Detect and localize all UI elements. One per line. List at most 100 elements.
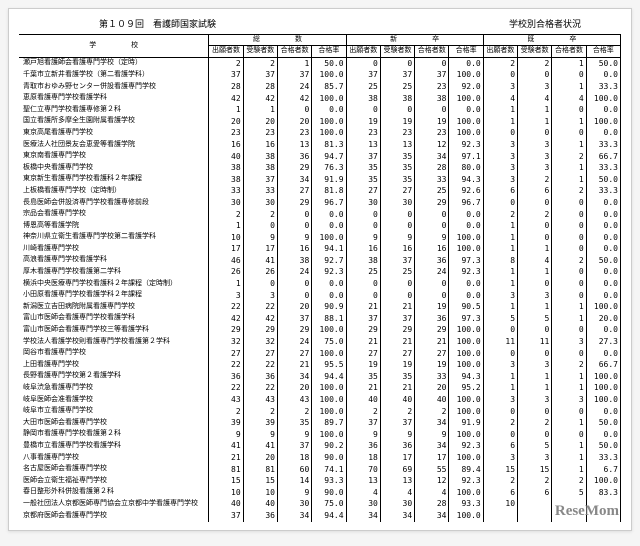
- cell: 3: [483, 394, 517, 406]
- cell: 0.0: [449, 220, 483, 232]
- table-row: 長野看護専門学校第２看護学科36363494.435353394.3111100…: [19, 371, 621, 383]
- cell: 10: [243, 487, 277, 499]
- cell: 29: [415, 197, 449, 209]
- cell: 100.0: [312, 429, 346, 441]
- school-name: 岐阜渋急看護専門学校: [19, 382, 209, 394]
- table-row: 新潟医立吉田病院附属看護専門学校22222090.921211990.51111…: [19, 301, 621, 313]
- cell: 33: [415, 174, 449, 186]
- cell: 29: [209, 324, 243, 336]
- cell: 0: [277, 104, 311, 116]
- cell: 0.0: [586, 429, 620, 441]
- cell: 100.0: [449, 359, 483, 371]
- cell: 1: [209, 104, 243, 116]
- col-school: 学 校: [19, 35, 209, 58]
- cell: 0: [380, 278, 414, 290]
- cell: 20: [277, 382, 311, 394]
- school-name: 春日整形外科併設看護第２科: [19, 487, 209, 499]
- cell: 37: [380, 313, 414, 325]
- table-row: 長島医師会併設済専門学校看護専修前段30302996.730302996.700…: [19, 197, 621, 209]
- cell: 3: [518, 394, 552, 406]
- cell: 37: [277, 69, 311, 81]
- school-name: 八事看護専門学校: [19, 452, 209, 464]
- header-left: 第１０９回 看護師国家試験: [99, 17, 216, 30]
- cell: 9: [277, 429, 311, 441]
- cell: 22: [243, 359, 277, 371]
- table-row: 東京新生看護専門学校看護科２年課程38373491.935353394.3321…: [19, 174, 621, 186]
- cell: 100.0: [449, 510, 483, 522]
- cell: 4: [483, 93, 517, 105]
- cell: 97.1: [449, 151, 483, 163]
- cell: 0: [415, 290, 449, 302]
- cell: 4: [518, 93, 552, 105]
- table-row: 京都府医師会看護専門学校37363494.4343434100.0: [19, 510, 621, 522]
- cell: 9: [346, 232, 380, 244]
- cell: 0.0: [586, 278, 620, 290]
- school-name: 岐阜医師会准看護学校: [19, 394, 209, 406]
- cell: 95.2: [449, 382, 483, 394]
- school-name: 神奈川県立衛生看護専門学校第二看護学科: [19, 232, 209, 244]
- cell: 0: [277, 278, 311, 290]
- table-row: 学校法人看護学校則看護専門学校看護第２学科32322475.0212121100…: [19, 336, 621, 348]
- cell: 40: [346, 394, 380, 406]
- cell: 1: [552, 139, 586, 151]
- cell: 100.0: [586, 382, 620, 394]
- cell: 35: [380, 174, 414, 186]
- page: 第１０９回 看護師国家試験 学校別合格者状況 学 校 総 数 新 卒 既 卒 出…: [8, 8, 632, 531]
- table-row: 春日整形外科併設看護第２科1010990.0444100.066583.3: [19, 487, 621, 499]
- cell: 29: [277, 162, 311, 174]
- cell: 2: [209, 209, 243, 221]
- table-row: 上田看護専門学校22222195.5191919100.033266.7: [19, 359, 621, 371]
- cell: 22: [243, 382, 277, 394]
- school-name: 千葉市立新井看護学校（第二看護学科）: [19, 69, 209, 81]
- table-row: 小田原看護専門学校看護学科２年課程3300.00000.03300.0: [19, 290, 621, 302]
- cell: 33.3: [586, 139, 620, 151]
- cell: 37: [209, 510, 243, 522]
- cell: 35: [277, 417, 311, 429]
- cell: 6: [483, 440, 517, 452]
- cell: 100.0: [312, 116, 346, 128]
- cell: 12: [415, 139, 449, 151]
- cell: 92.3: [449, 266, 483, 278]
- cell: 1: [483, 220, 517, 232]
- cell: 0: [518, 127, 552, 139]
- cell: 0: [552, 220, 586, 232]
- cell: 0.0: [586, 348, 620, 360]
- cell: 3: [518, 162, 552, 174]
- cell: 1: [552, 313, 586, 325]
- cell: 19: [380, 359, 414, 371]
- cell: 22: [209, 382, 243, 394]
- cell: 28: [415, 162, 449, 174]
- cell: 20: [277, 301, 311, 313]
- cell: 100.0: [312, 394, 346, 406]
- sub-col: 出願者数: [209, 46, 243, 57]
- cell: 37: [380, 417, 414, 429]
- cell: 20.0: [586, 313, 620, 325]
- cell: 25: [346, 81, 380, 93]
- cell: 92.7: [312, 255, 346, 267]
- cell: 20: [243, 452, 277, 464]
- cell: 89.7: [312, 417, 346, 429]
- cell: 0: [518, 220, 552, 232]
- school-name: 国立看護所多摩全生園附属看護学校: [19, 116, 209, 128]
- table-row: 川崎看護専門学校17171694.1161616100.01100.0: [19, 243, 621, 255]
- cell: 100.0: [449, 406, 483, 418]
- cell: 9: [243, 429, 277, 441]
- cell: 10: [209, 487, 243, 499]
- cell: 16: [209, 139, 243, 151]
- sub-col: 合格者数: [277, 46, 311, 57]
- cell: 38: [415, 93, 449, 105]
- cell: 29: [277, 324, 311, 336]
- cell: 76.3: [312, 162, 346, 174]
- cell: 0: [518, 406, 552, 418]
- cell: 75.0: [312, 498, 346, 510]
- school-name: 豊橋市立看護専門学校看護学科: [19, 440, 209, 452]
- cell: 2: [552, 255, 586, 267]
- cell: 6: [483, 487, 517, 499]
- cell: 39: [209, 417, 243, 429]
- cell: 29: [380, 324, 414, 336]
- school-name: 横浜中央医療専門学校看護科２年課程（定時制）: [19, 278, 209, 290]
- cell: 36: [209, 371, 243, 383]
- cell: 8: [483, 255, 517, 267]
- cell: 3: [518, 151, 552, 163]
- cell: 36: [243, 510, 277, 522]
